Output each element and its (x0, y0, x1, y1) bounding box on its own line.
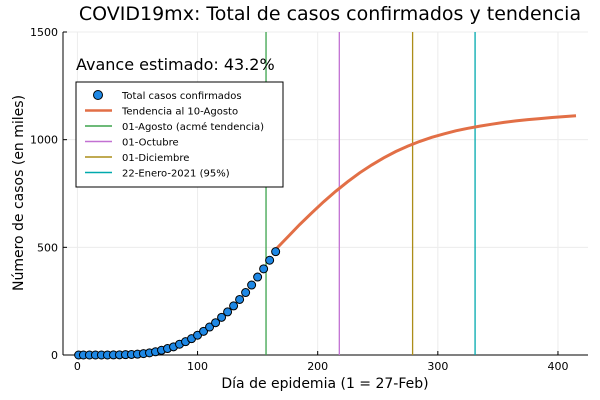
data-point (253, 272, 263, 282)
series-group (74, 114, 577, 360)
grid (63, 31, 588, 356)
x-tick-label: 100 (187, 360, 208, 373)
y-tick-label: 1500 (30, 26, 58, 39)
data-point (241, 288, 251, 298)
data-point (217, 312, 227, 322)
legend-label: 01-Agosto (acmé tendencia) (122, 121, 264, 133)
x-axis-label: Día de epidemia (1 = 27-Feb) (221, 376, 428, 392)
vertical-lines (265, 32, 476, 355)
y-axis-label: Número de casos (en miles) (11, 95, 27, 291)
data-point (259, 264, 269, 274)
trend-line (274, 114, 577, 251)
data-point (247, 280, 257, 290)
x-tick-label: 200 (307, 360, 328, 373)
x-tick-label: 300 (427, 360, 448, 373)
data-point (229, 301, 239, 311)
ticks: 0 100 200 300 400 0 500 1000 1500 (30, 26, 568, 373)
legend-label: Total casos confirmados (121, 91, 242, 102)
data-point (265, 255, 275, 265)
x-tick-label: 400 (547, 360, 568, 373)
data-point (223, 307, 233, 317)
data-point (235, 294, 245, 304)
x-tick-label: 0 (74, 360, 81, 373)
legend-label: 22-Enero-2021 (95%) (122, 169, 230, 180)
legend-label: 01-Diciembre (122, 153, 189, 164)
data-point (211, 318, 221, 328)
legend-swatch (93, 90, 103, 100)
legend-label: Tendencia al 10-Agosto (121, 107, 238, 118)
data-point (271, 247, 281, 257)
annotation: Avance estimado: 43.2% (76, 55, 275, 74)
legend-label: 01-Octubre (122, 138, 179, 149)
y-tick-label: 0 (51, 349, 58, 362)
data-point (205, 322, 215, 332)
legend-box (75, 81, 284, 188)
chart-title: COVID19mx: Total de casos confirmados y … (79, 3, 581, 25)
y-tick-label: 500 (37, 241, 58, 254)
y-tick-label: 1000 (30, 134, 58, 147)
legend: Total casos confirmados Tendencia al 10-A… (75, 81, 284, 188)
data-point (199, 326, 209, 336)
plot-area: 0 100 200 300 400 0 500 1000 1500 (30, 26, 588, 373)
